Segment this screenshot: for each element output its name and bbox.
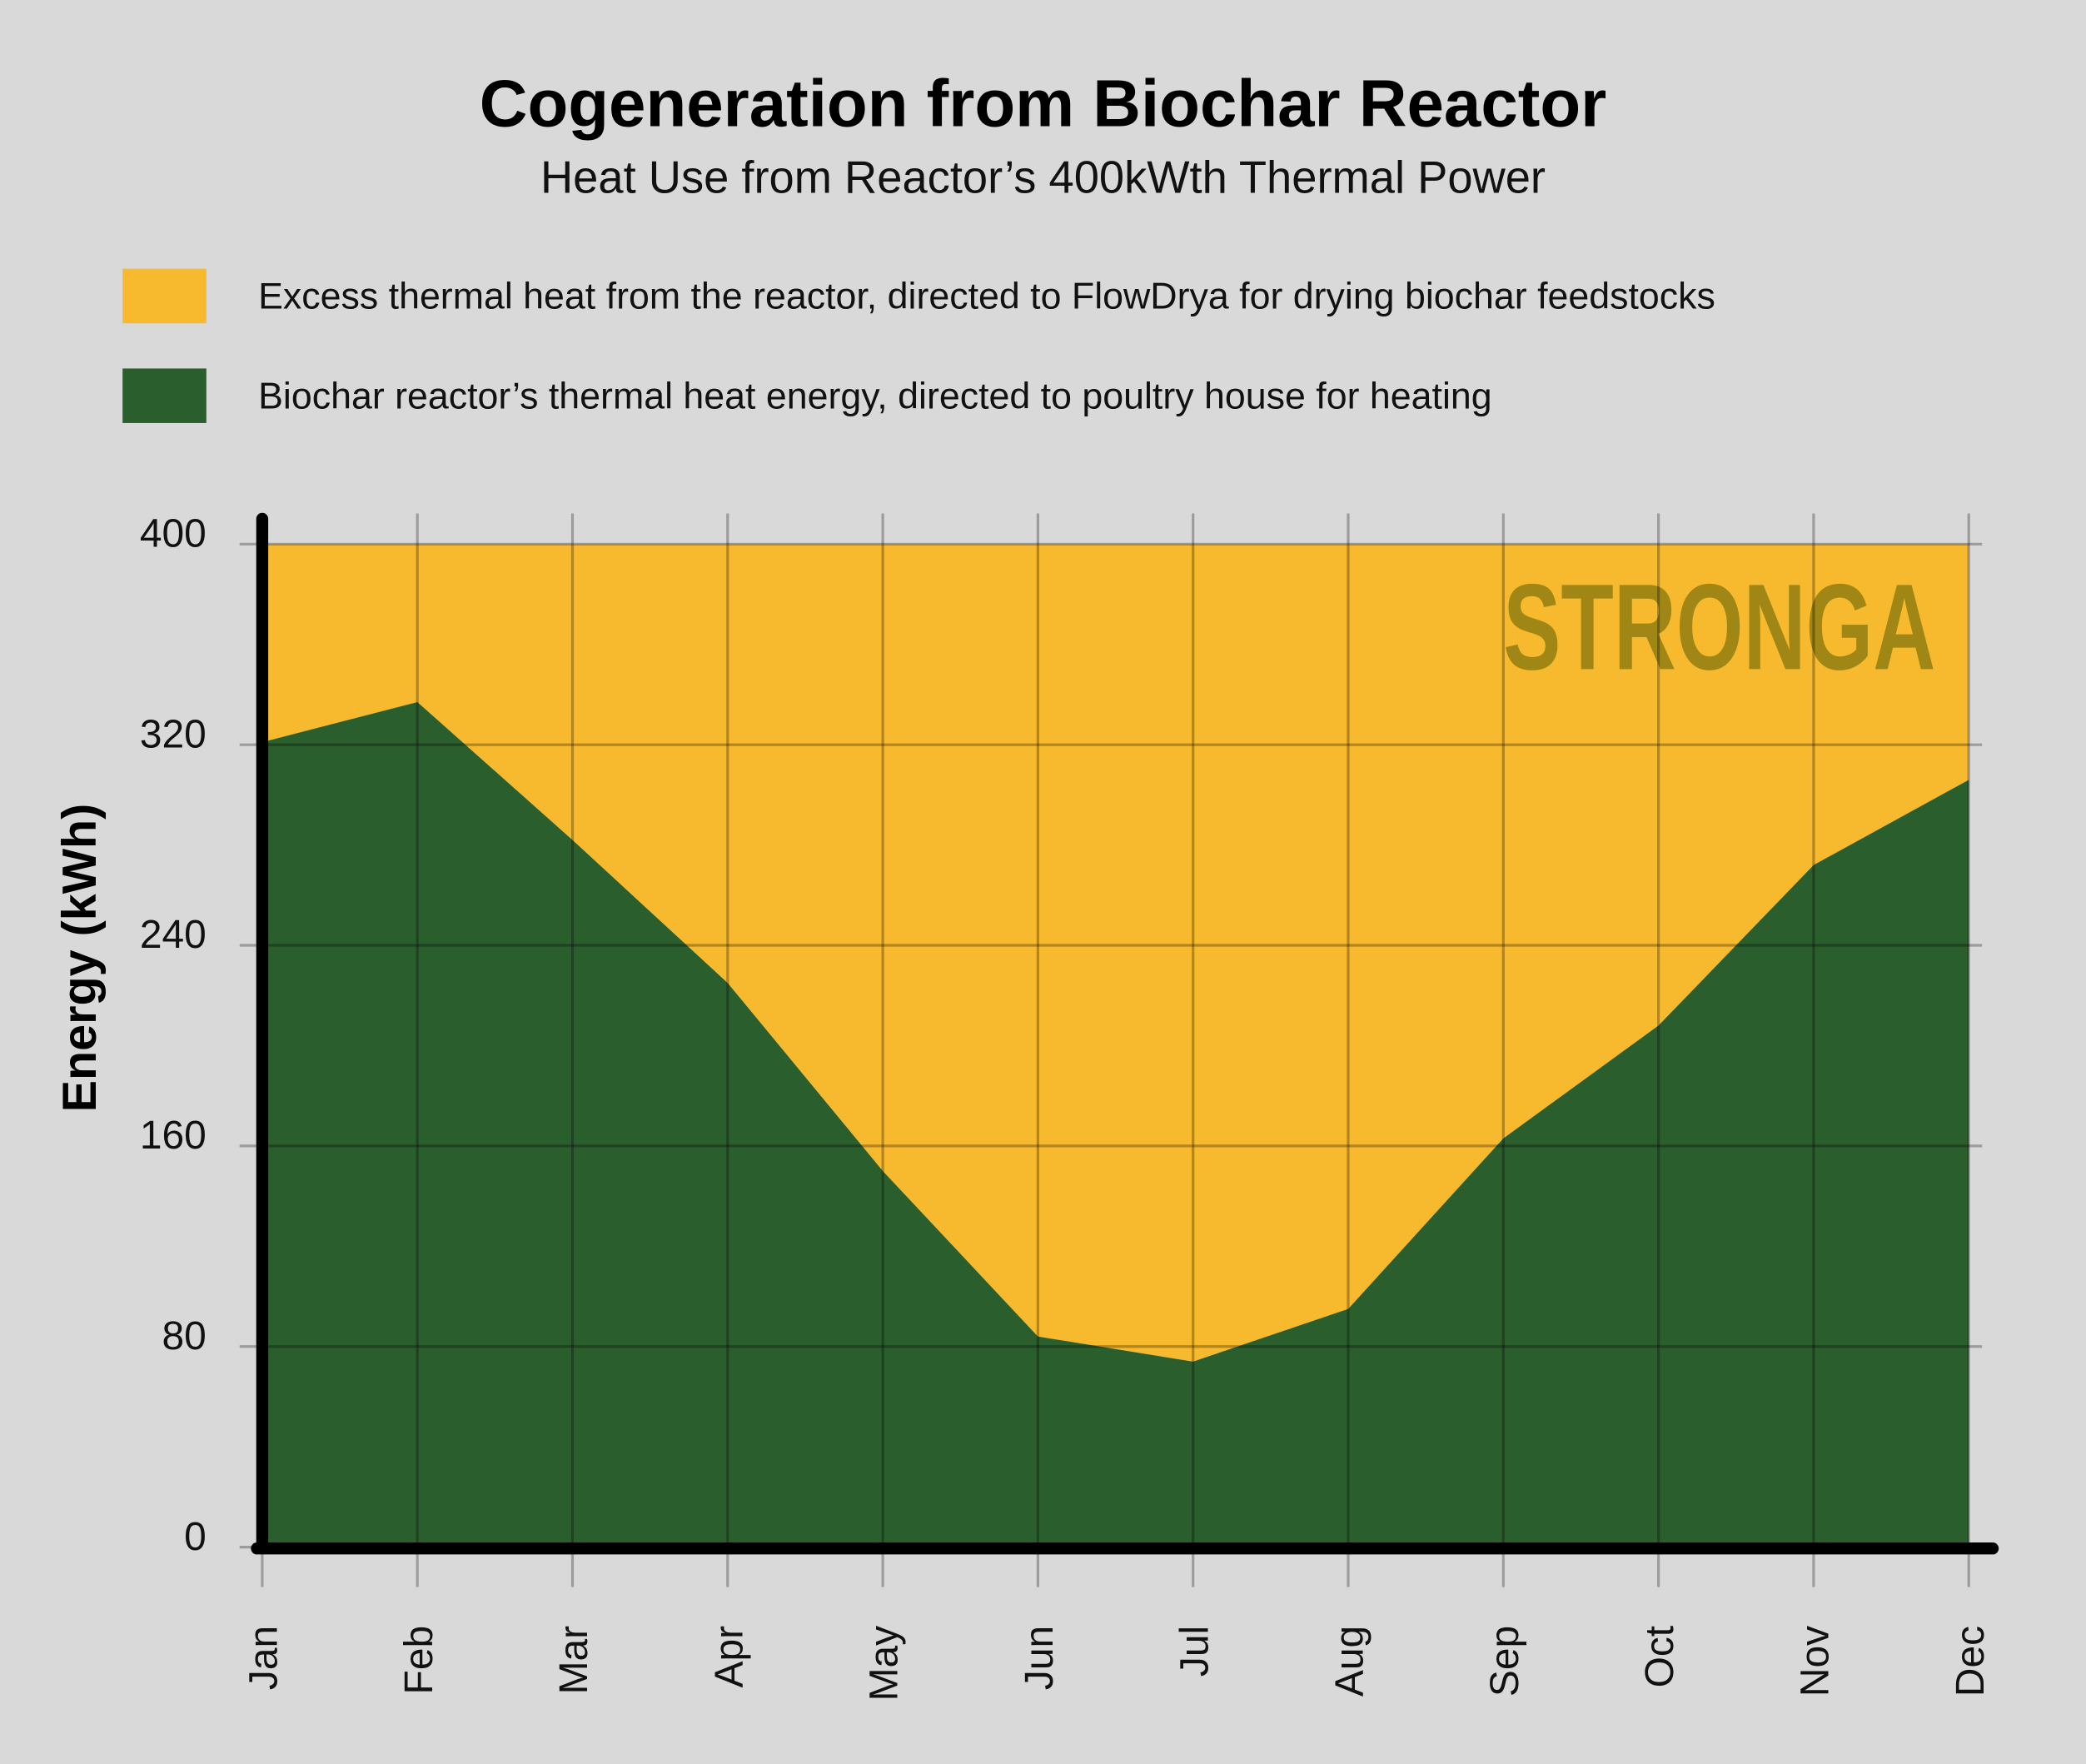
y-tick-label: 80 xyxy=(162,1314,207,1358)
legend-label-poultry: Biochar reactor’s thermal heat energy, d… xyxy=(258,376,1492,416)
x-tick-label: Oct xyxy=(1638,1626,1682,1688)
y-tick-label: 400 xyxy=(140,511,207,556)
y-tick-label: 240 xyxy=(140,913,207,957)
x-tick-label: Apr xyxy=(707,1626,751,1688)
legend-swatch-excess xyxy=(122,268,207,324)
x-tick-label: Jun xyxy=(1018,1626,1062,1690)
x-tick-label: Jul xyxy=(1172,1626,1217,1677)
x-tick-label: Nov xyxy=(1793,1626,1837,1697)
legend-label-excess: Excess thermal heat from the reactor, di… xyxy=(258,277,1715,317)
legend: Excess thermal heat from the reactor, di… xyxy=(122,268,1715,423)
x-tick-label: Jan xyxy=(241,1626,286,1690)
y-tick-label: 160 xyxy=(140,1114,207,1158)
legend-swatch-poultry xyxy=(122,368,207,423)
y-axis-label: Energy (kWh) xyxy=(53,804,107,1113)
x-tick-label: Sep xyxy=(1483,1626,1527,1697)
x-tick-label: Feb xyxy=(397,1626,441,1695)
y-tick-label: 320 xyxy=(140,712,207,756)
chart-title: Cogeneration from Biochar Reactor xyxy=(480,67,1606,141)
chart-subtitle: Heat Use from Reactor’s 400kWth Thermal … xyxy=(540,152,1546,203)
x-tick-label: Dec xyxy=(1949,1626,1993,1697)
x-tick-label: Mar xyxy=(552,1626,596,1695)
area-excess-heat xyxy=(261,544,1969,1362)
watermark-logo: STRONGA xyxy=(1503,559,1935,695)
x-tick-label: May xyxy=(863,1626,907,1702)
y-tick-label: 0 xyxy=(184,1515,207,1559)
area-poultry-heat xyxy=(261,701,1969,1547)
x-tick-label: Aug xyxy=(1328,1626,1372,1697)
